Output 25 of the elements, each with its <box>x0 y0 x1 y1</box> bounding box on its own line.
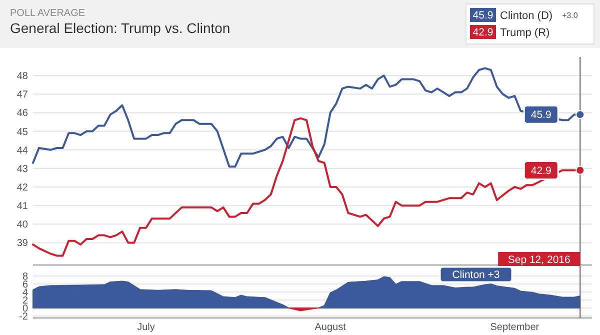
x-tick-label: July <box>137 322 155 333</box>
y-tick-label: 46 <box>16 108 28 120</box>
text: 42.9 <box>472 26 494 39</box>
y-tick-label: 39 <box>16 238 28 250</box>
y-tick-label: 40 <box>16 220 28 231</box>
text: 45.9 <box>472 10 494 22</box>
y-tick-label: 44 <box>16 145 28 156</box>
y-tick-label: -2 <box>19 312 28 322</box>
chart-subtitle: POLL AVERAGE <box>10 8 86 19</box>
y-tick-label: 41 <box>16 201 28 212</box>
x-tick-label: August <box>314 322 346 333</box>
y-tick-label: 42 <box>16 182 28 194</box>
legend-label: Trump (R) <box>500 26 550 39</box>
y-tick-label: 45 <box>16 126 28 138</box>
annotation: Clinton +3 <box>452 269 500 282</box>
y-tick-label: 43 <box>16 164 28 175</box>
annotation: 42.9 <box>530 164 552 177</box>
y-tick-label: 48 <box>16 71 28 82</box>
x-tick-label: September <box>490 322 540 333</box>
legend-label: Clinton (D) <box>500 10 553 22</box>
chart-title: General Election: Trump vs. Clinton <box>10 20 230 36</box>
annotation: 45.9 <box>530 109 552 122</box>
text: +3.0 <box>562 10 578 20</box>
y-tick-label: 47 <box>16 90 28 101</box>
ref-line-label: Sep 12, 2016 <box>508 254 570 266</box>
